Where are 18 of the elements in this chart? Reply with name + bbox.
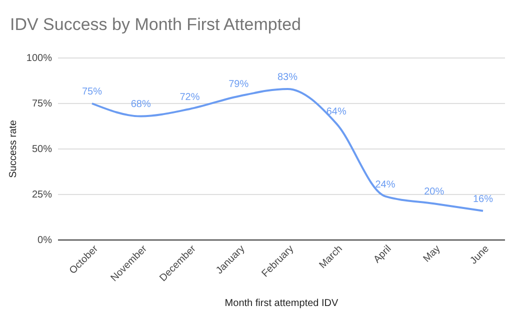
x-axis-title: Month first attempted IDV — [224, 298, 339, 309]
x-tick-label: May — [421, 244, 443, 265]
data-label: 83% — [277, 72, 298, 83]
y-tick-label: 25% — [32, 190, 52, 201]
chart-title: IDV Success by Month First Attempted — [10, 15, 302, 34]
data-label: 79% — [228, 79, 249, 90]
y-tick-label: 0% — [38, 235, 52, 246]
y-tick-label: 100% — [26, 53, 52, 64]
y-tick-label: 50% — [32, 144, 52, 156]
y-axis-title: Success rate — [8, 120, 19, 178]
data-label: 75% — [82, 86, 102, 98]
data-label: 68% — [130, 99, 151, 110]
data-label: 64% — [326, 106, 346, 118]
y-tick-label: 75% — [32, 98, 52, 110]
data-label: 20% — [424, 186, 444, 198]
data-label: 24% — [375, 179, 396, 190]
data-label: 72% — [180, 92, 200, 103]
data-label: 16% — [472, 194, 494, 205]
